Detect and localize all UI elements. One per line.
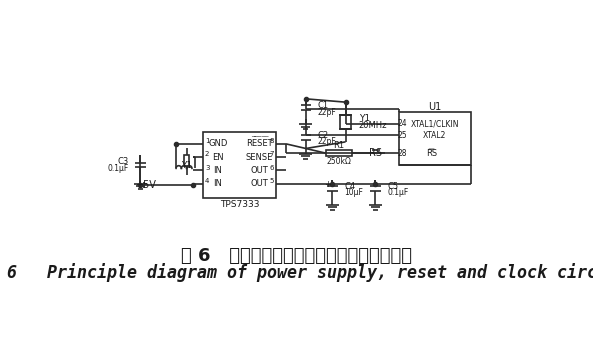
Text: 22pF: 22pF <box>318 108 336 117</box>
Text: 0.1μF: 0.1μF <box>387 188 409 197</box>
Text: +5V: +5V <box>135 180 156 190</box>
Text: 28: 28 <box>397 149 407 158</box>
Text: 5: 5 <box>270 178 274 184</box>
Text: GND: GND <box>208 139 228 148</box>
Text: 7: 7 <box>270 152 275 157</box>
Text: 图 6   电源电路、复位电路和时钟电路原理图: 图 6 电源电路、复位电路和时钟电路原理图 <box>181 247 412 265</box>
Text: Y1: Y1 <box>181 160 192 170</box>
Text: Y1: Y1 <box>359 114 370 123</box>
Text: XTAL2: XTAL2 <box>423 131 447 140</box>
Text: IN: IN <box>213 179 222 188</box>
Text: C1: C1 <box>318 101 329 110</box>
Bar <box>340 115 351 129</box>
Text: 6: 6 <box>270 165 275 171</box>
Text: XTAL1/CLKIN: XTAL1/CLKIN <box>411 119 459 129</box>
Text: RESET: RESET <box>246 139 273 148</box>
Text: C2: C2 <box>318 131 329 140</box>
Text: 20MHz: 20MHz <box>359 121 387 130</box>
Text: RS: RS <box>426 149 437 158</box>
Text: 10μF: 10μF <box>344 188 363 197</box>
Text: 25: 25 <box>397 131 407 140</box>
Text: EN: EN <box>212 153 224 162</box>
Text: 22pF: 22pF <box>318 137 336 146</box>
Text: IN: IN <box>213 166 222 175</box>
Text: SENSE: SENSE <box>246 153 273 162</box>
Text: 8: 8 <box>270 138 275 144</box>
Bar <box>398 112 471 165</box>
Bar <box>326 150 352 156</box>
Text: OUT: OUT <box>251 166 269 175</box>
Text: Fig 6   Principle diagram of power supply, reset and clock circuit: Fig 6 Principle diagram of power supply,… <box>0 263 593 282</box>
Text: C4: C4 <box>344 182 355 191</box>
Text: C5: C5 <box>387 182 398 191</box>
Text: 24: 24 <box>397 119 407 129</box>
Text: +: + <box>324 180 331 189</box>
Text: OUT: OUT <box>251 179 269 188</box>
Text: TPS7333: TPS7333 <box>220 200 259 209</box>
Text: 1: 1 <box>205 138 209 144</box>
Text: ‾‾‾‾‾: ‾‾‾‾‾ <box>251 137 268 143</box>
Text: 3: 3 <box>205 165 209 171</box>
Text: 0.1μF: 0.1μF <box>107 164 129 173</box>
Text: 2: 2 <box>205 152 209 157</box>
Bar <box>203 132 276 198</box>
Text: U1: U1 <box>428 102 442 112</box>
Text: R1: R1 <box>333 141 345 150</box>
Bar <box>184 155 189 166</box>
Text: 250kΩ: 250kΩ <box>327 157 352 166</box>
Text: RS: RS <box>369 148 382 158</box>
Text: C3: C3 <box>117 157 129 166</box>
Text: 4: 4 <box>205 178 209 184</box>
